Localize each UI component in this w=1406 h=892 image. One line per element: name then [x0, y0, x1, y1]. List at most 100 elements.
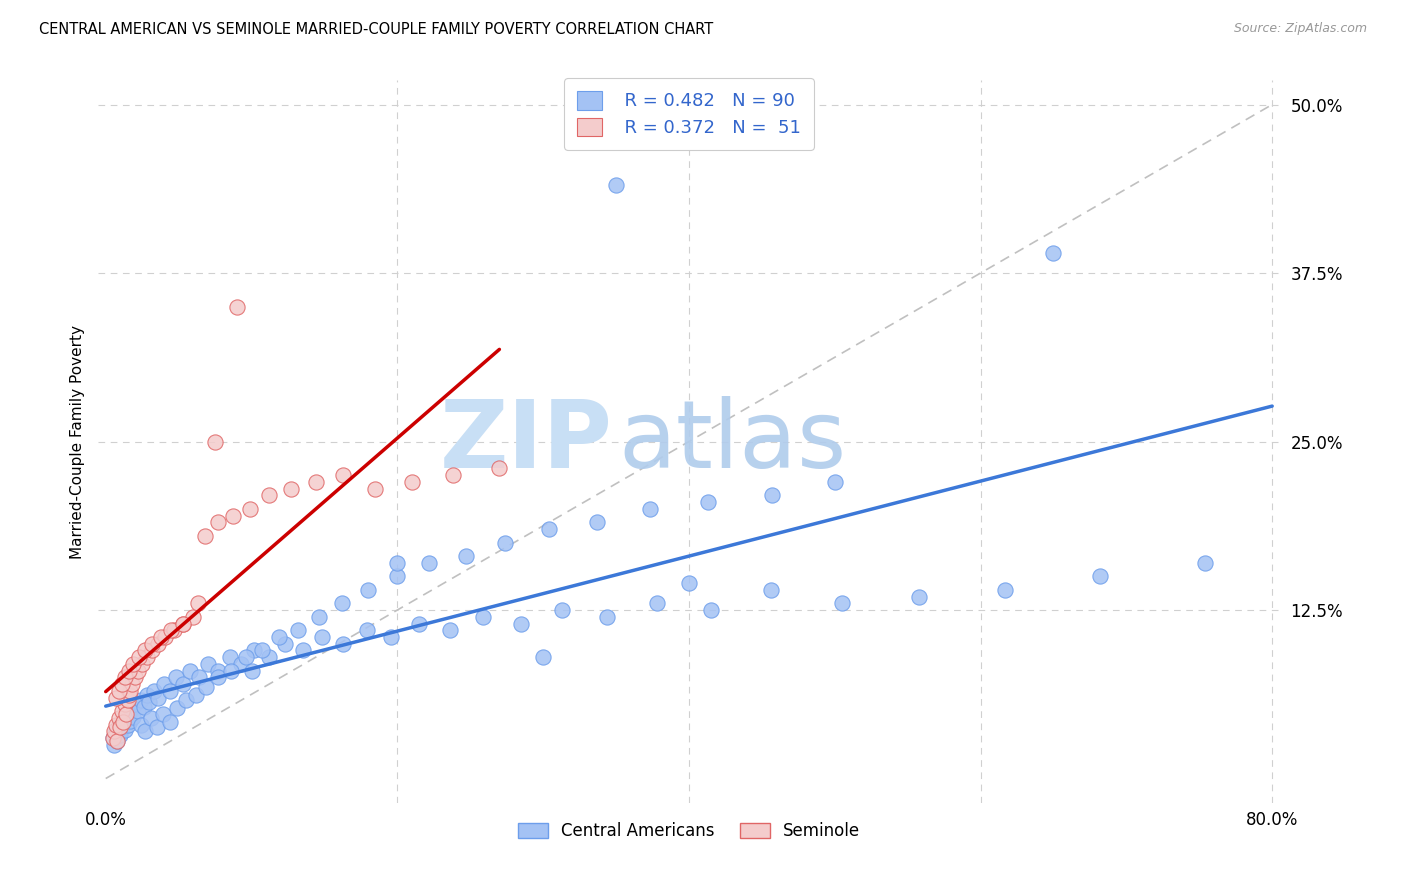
- Point: [163, 624, 186, 638]
- Point: [103, 724, 125, 739]
- Point: [1088, 569, 1111, 583]
- Point: [134, 643, 156, 657]
- Point: [700, 603, 723, 617]
- Point: [101, 731, 124, 745]
- Point: [311, 630, 333, 644]
- Text: CENTRAL AMERICAN VS SEMINOLE MARRIED-COUPLE FAMILY POVERTY CORRELATION CHART: CENTRAL AMERICAN VS SEMINOLE MARRIED-COU…: [39, 22, 714, 37]
- Point: [165, 670, 187, 684]
- Point: [380, 630, 402, 644]
- Point: [122, 709, 145, 723]
- Point: [356, 624, 378, 638]
- Point: [124, 670, 146, 684]
- Point: [472, 609, 495, 624]
- Point: [132, 700, 155, 714]
- Text: atlas: atlas: [619, 395, 846, 488]
- Point: [141, 637, 163, 651]
- Point: [439, 624, 461, 638]
- Point: [239, 502, 262, 516]
- Point: [114, 670, 136, 684]
- Point: [110, 728, 132, 742]
- Point: [111, 704, 134, 718]
- Point: [605, 178, 627, 193]
- Point: [127, 704, 149, 718]
- Point: [240, 664, 263, 678]
- Point: [118, 664, 141, 678]
- Point: [114, 698, 136, 712]
- Point: [330, 596, 353, 610]
- Point: [155, 630, 177, 644]
- Point: [231, 657, 253, 671]
- Point: [357, 582, 380, 597]
- Point: [120, 714, 142, 728]
- Point: [207, 670, 229, 684]
- Point: [488, 461, 510, 475]
- Point: [135, 688, 157, 702]
- Point: [287, 624, 309, 638]
- Point: [118, 706, 141, 721]
- Point: [257, 650, 280, 665]
- Point: [280, 482, 302, 496]
- Point: [117, 693, 139, 707]
- Point: [364, 482, 387, 496]
- Point: [128, 650, 150, 665]
- Point: [111, 677, 134, 691]
- Point: [308, 609, 330, 624]
- Point: [108, 684, 131, 698]
- Point: [332, 468, 354, 483]
- Point: [1194, 556, 1216, 570]
- Point: [112, 714, 135, 729]
- Point: [305, 475, 328, 489]
- Point: [197, 657, 219, 671]
- Point: [114, 723, 136, 737]
- Point: [187, 596, 209, 610]
- Point: [181, 609, 204, 624]
- Point: [104, 690, 127, 705]
- Point: [153, 677, 176, 691]
- Point: [250, 643, 273, 657]
- Point: [510, 616, 533, 631]
- Point: [129, 717, 152, 731]
- Point: [105, 733, 128, 747]
- Point: [134, 724, 156, 739]
- Point: [184, 688, 207, 702]
- Point: [103, 738, 125, 752]
- Point: [110, 720, 132, 734]
- Point: [108, 717, 131, 731]
- Point: [551, 603, 574, 617]
- Point: [537, 522, 560, 536]
- Point: [124, 698, 146, 712]
- Point: [104, 717, 127, 731]
- Point: [166, 701, 188, 715]
- Point: [645, 596, 668, 610]
- Point: [150, 630, 173, 644]
- Point: [494, 535, 516, 549]
- Point: [218, 650, 240, 665]
- Point: [141, 643, 163, 657]
- Text: ZIP: ZIP: [439, 395, 612, 488]
- Point: [243, 643, 266, 657]
- Point: [596, 609, 619, 624]
- Point: [115, 711, 138, 725]
- Point: [1042, 245, 1064, 260]
- Point: [172, 616, 194, 631]
- Point: [332, 637, 354, 651]
- Point: [139, 711, 162, 725]
- Point: [104, 724, 127, 739]
- Point: [101, 731, 124, 745]
- Point: [207, 664, 229, 678]
- Point: [135, 650, 157, 665]
- Point: [761, 488, 783, 502]
- Point: [908, 590, 931, 604]
- Point: [994, 582, 1017, 597]
- Point: [148, 690, 170, 705]
- Point: [226, 300, 249, 314]
- Point: [831, 596, 853, 610]
- Point: [454, 549, 477, 563]
- Point: [401, 475, 423, 489]
- Text: Source: ZipAtlas.com: Source: ZipAtlas.com: [1233, 22, 1367, 36]
- Point: [759, 582, 782, 597]
- Point: [408, 616, 430, 631]
- Legend: Central Americans, Seminole: Central Americans, Seminole: [509, 814, 869, 848]
- Point: [195, 680, 218, 694]
- Y-axis label: Married-Couple Family Poverty: Married-Couple Family Poverty: [69, 325, 84, 558]
